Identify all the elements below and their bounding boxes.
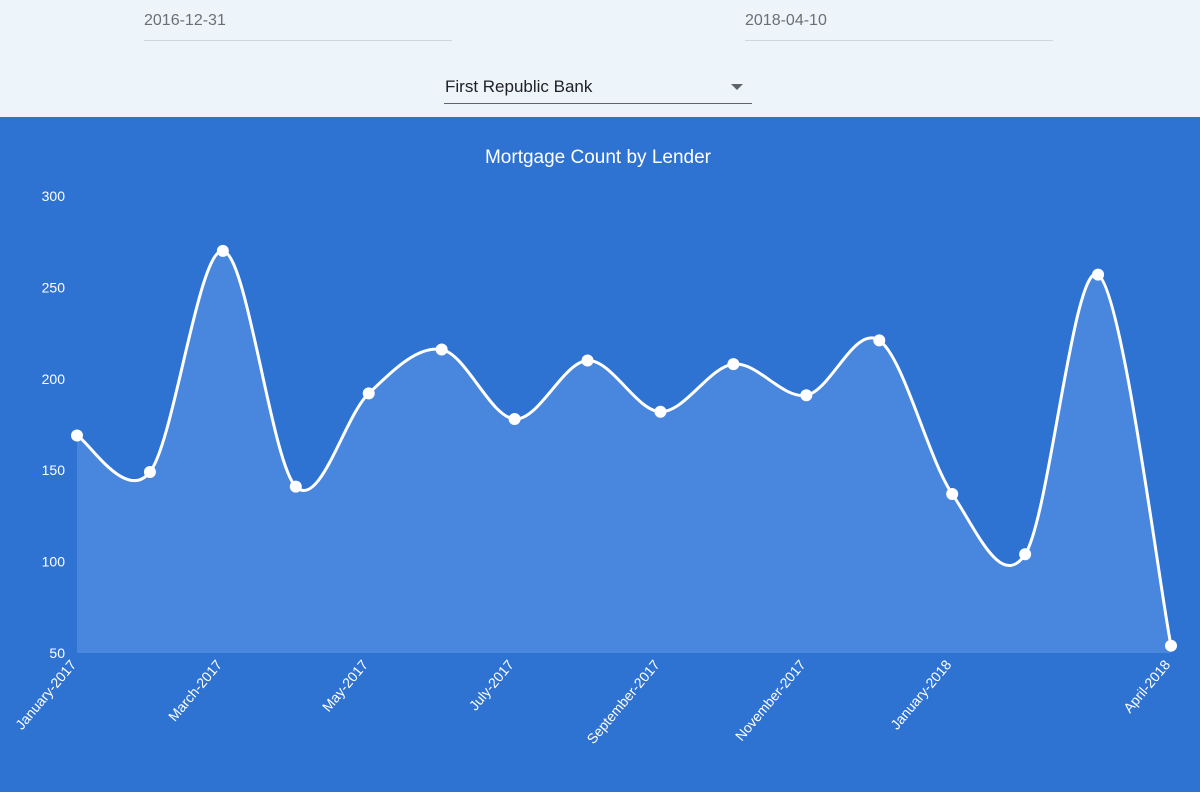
y-tick-label: 200 <box>42 371 66 387</box>
filter-bar: First Republic Bank <box>0 0 1200 117</box>
data-point[interactable] <box>654 405 667 418</box>
data-point[interactable] <box>289 480 302 493</box>
data-point[interactable] <box>71 429 83 442</box>
lender-select[interactable]: First Republic Bank <box>444 70 752 104</box>
data-point[interactable] <box>581 354 594 367</box>
y-tick-label: 50 <box>49 645 65 661</box>
data-point[interactable] <box>216 244 229 257</box>
series-line <box>76 249 1173 646</box>
chart-title: Mortgage Count by Lender <box>485 147 712 168</box>
data-point[interactable] <box>946 487 959 500</box>
end-date-input[interactable] <box>745 8 1053 30</box>
x-tick-label: November-2017 <box>732 656 809 743</box>
start-date-input[interactable] <box>144 8 452 30</box>
data-point[interactable] <box>143 466 156 479</box>
chart-panel: Mortgage Count by Lender 50 100 150 200 250 3… <box>0 117 1200 792</box>
data-point[interactable] <box>362 387 375 400</box>
data-point[interactable] <box>800 389 813 402</box>
area-fill <box>77 250 1171 653</box>
start-date-field[interactable] <box>144 8 452 41</box>
x-tick-label: July-2017 <box>466 656 517 713</box>
data-point[interactable] <box>508 413 521 426</box>
lender-select-value: First Republic Bank <box>445 77 593 96</box>
y-tick-label: 250 <box>42 279 66 295</box>
x-tick-label: May-2017 <box>319 656 371 714</box>
x-tick-label: April-2018 <box>1120 656 1173 715</box>
x-tick-label: January-2017 <box>12 656 79 732</box>
x-tick-label: January-2018 <box>887 656 954 732</box>
chevron-down-icon[interactable] <box>731 84 743 90</box>
data-point[interactable] <box>435 343 448 356</box>
x-tick-label: March-2017 <box>165 656 225 724</box>
y-tick-label: 150 <box>42 462 66 478</box>
data-point[interactable] <box>1165 639 1177 652</box>
x-tick-label: September-2017 <box>583 656 662 746</box>
data-point[interactable] <box>873 334 886 347</box>
data-point[interactable] <box>1092 268 1105 281</box>
data-point[interactable] <box>727 358 740 371</box>
y-tick-label: 300 <box>42 188 66 204</box>
y-tick-label: 100 <box>42 554 66 570</box>
mortgage-count-chart: Mortgage Count by Lender 50 100 150 200 250 3… <box>12 147 1177 747</box>
data-point[interactable] <box>1019 548 1032 561</box>
end-date-field[interactable] <box>745 8 1053 41</box>
